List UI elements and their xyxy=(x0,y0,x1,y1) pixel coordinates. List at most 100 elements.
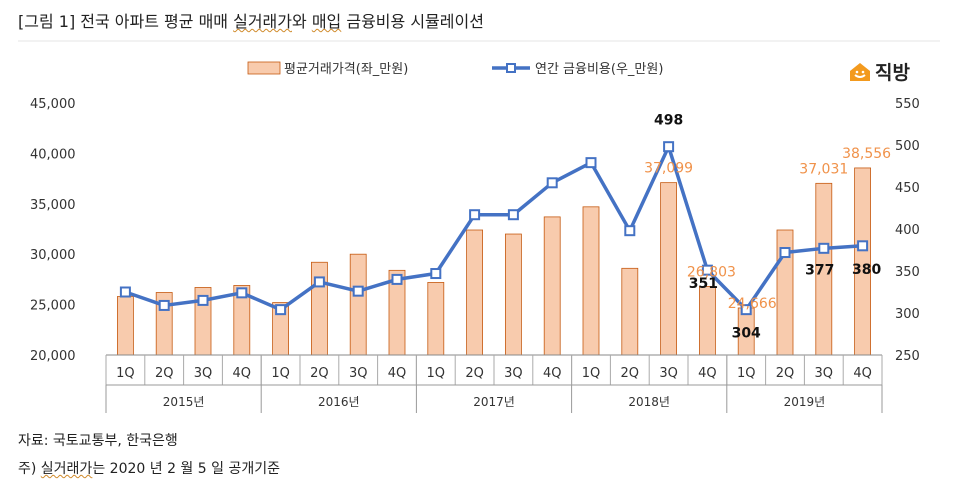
line-data-label: 351 xyxy=(689,276,718,292)
line-point xyxy=(546,177,558,189)
title-highlight-purchase: 매입 xyxy=(311,12,342,31)
line-point xyxy=(857,240,869,252)
year-label: 2019년 xyxy=(784,395,826,409)
x-tick-label: 1Q xyxy=(271,366,290,381)
legend-line-label: 연간 금융비용(우_만원) xyxy=(535,62,663,77)
bar xyxy=(310,261,328,356)
y-left-tick-label: 40,000 xyxy=(30,147,76,162)
bar xyxy=(660,182,677,356)
x-tick-label: 4Q xyxy=(388,366,407,381)
bar xyxy=(427,282,445,356)
y-right-tick-label: 300 xyxy=(895,307,920,322)
x-tick-label: 1Q xyxy=(582,366,601,381)
line-point xyxy=(119,286,131,298)
y-right-tick-label: 500 xyxy=(895,139,920,154)
x-tick-label: 2Q xyxy=(621,366,640,381)
line-point xyxy=(663,141,675,153)
x-tick-label: 4Q xyxy=(853,366,872,381)
bar xyxy=(117,296,134,356)
y-left-tick-label: 30,000 xyxy=(30,248,76,263)
line-point xyxy=(469,209,481,221)
bar xyxy=(349,253,367,356)
x-tick-label: 3Q xyxy=(349,366,368,381)
bar xyxy=(543,216,561,356)
line-data-label: 377 xyxy=(805,262,834,278)
line-point xyxy=(391,273,403,285)
title-text: [그림 1] 전국 아파트 평균 매매 xyxy=(18,12,234,31)
line-point xyxy=(585,157,597,169)
line-data-label: 498 xyxy=(654,113,683,129)
x-tick-label: 3Q xyxy=(815,366,834,381)
year-label: 2015년 xyxy=(163,395,205,409)
x-tick-label: 3Q xyxy=(659,366,678,381)
bar xyxy=(466,229,484,356)
y-right-tick-label: 450 xyxy=(895,181,920,196)
legend-bar-swatch xyxy=(247,61,281,75)
bar xyxy=(504,233,522,356)
footnote-highlight: 실거래가 xyxy=(40,461,93,477)
x-tick-label: 4Q xyxy=(233,366,252,381)
legend-bar-label: 평균거래가격(좌_만원) xyxy=(284,62,408,77)
footnote-prefix: 주) xyxy=(18,461,41,477)
footnote: 주) 실거래가는 2020 년 2 월 5 일 공개기준 xyxy=(18,458,280,478)
bar-data-label: 37,099 xyxy=(644,161,693,177)
x-tick-label: 2Q xyxy=(776,366,795,381)
brand-logo: 직방 xyxy=(848,58,910,85)
line-point xyxy=(352,285,364,297)
x-tick-label: 1Q xyxy=(116,366,135,381)
bar-data-label: 37,031 xyxy=(799,161,848,177)
line-point xyxy=(624,225,636,237)
brand-name: 직방 xyxy=(875,62,910,84)
year-label: 2016년 xyxy=(318,395,360,409)
x-tick-label: 2Q xyxy=(310,366,329,381)
y-left-tick-label: 25,000 xyxy=(30,299,76,314)
line-point xyxy=(430,268,442,280)
year-label: 2018년 xyxy=(628,395,670,409)
footnote-text: 는 2020 년 2 월 5 일 공개기준 xyxy=(92,461,280,477)
bar-data-label: 26,803 xyxy=(687,264,736,280)
y-right-tick-label: 550 xyxy=(895,97,920,112)
line-point xyxy=(818,242,830,254)
bar xyxy=(621,267,639,356)
line-point xyxy=(158,299,170,311)
year-label: 2017년 xyxy=(473,395,515,409)
bar xyxy=(582,206,600,356)
x-tick-label: 2Q xyxy=(155,366,174,381)
y-left-tick-label: 35,000 xyxy=(30,198,76,213)
y-right-tick-label: 350 xyxy=(895,265,920,280)
y-left-tick-label: 45,000 xyxy=(30,97,76,112)
line-point xyxy=(779,247,791,259)
bar-data-label: 38,556 xyxy=(842,146,891,162)
y-right-tick-label: 250 xyxy=(895,349,920,364)
line-point xyxy=(507,209,519,221)
x-tick-label: 1Q xyxy=(737,366,756,381)
title-highlight-price: 실거래가 xyxy=(233,12,292,31)
title-text-middle: 와 xyxy=(292,12,312,31)
y-left-tick-label: 20,000 xyxy=(30,349,76,364)
x-tick-label: 2Q xyxy=(465,366,484,381)
legend-line-marker xyxy=(506,63,516,73)
bar xyxy=(699,286,716,356)
x-tick-label: 4Q xyxy=(698,366,717,381)
x-tick-label: 3Q xyxy=(194,366,213,381)
title-text-suffix: 금융비용 시뮬레이션 xyxy=(341,12,484,31)
source-note: 자료: 국토교통부, 한국은행 xyxy=(18,433,178,449)
line-data-label: 304 xyxy=(732,326,761,342)
y-right-tick-label: 400 xyxy=(895,223,920,238)
line-point xyxy=(197,294,209,306)
x-tick-label: 1Q xyxy=(427,366,446,381)
line-point xyxy=(701,264,713,276)
bar-data-label: 24,666 xyxy=(728,296,777,312)
house-logo-icon xyxy=(850,62,870,81)
line-series xyxy=(124,144,863,312)
figure-title: [그림 1] 전국 아파트 평균 매매 실거래가와 매입 금융비용 시뮬레이션 xyxy=(18,8,484,32)
line-point xyxy=(275,304,287,316)
line-point xyxy=(740,304,752,316)
x-tick-label: 3Q xyxy=(504,366,523,381)
line-point xyxy=(236,287,248,299)
line-point xyxy=(313,276,325,288)
line-data-label: 380 xyxy=(852,262,881,278)
x-tick-label: 4Q xyxy=(543,366,562,381)
